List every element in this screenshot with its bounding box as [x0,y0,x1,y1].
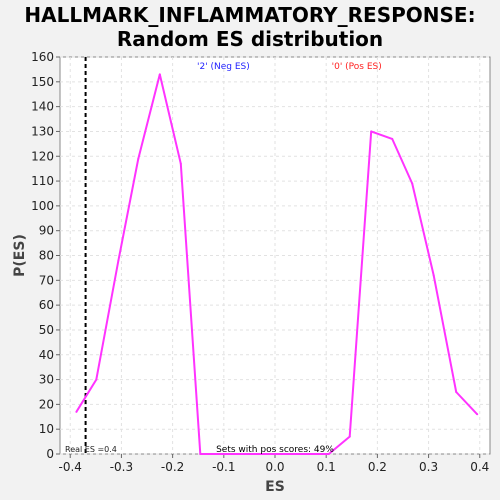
y-tick-label: 120 [31,149,54,163]
y-axis-label: P(ES) [12,234,28,277]
y-tick-label: 0 [46,447,54,461]
y-tick-label: 30 [39,373,54,387]
y-tick-label: 80 [39,249,54,263]
real-es-label: Real ES =0.4 [65,445,117,454]
x-tick-label: -0.3 [110,460,133,474]
y-tick-label: 160 [31,50,54,64]
series-point [117,259,120,262]
grid-lines [60,56,490,455]
chart-title-line-1: HALLMARK_INFLAMMATORY_RESPONSE: [24,3,475,27]
series-group [75,73,479,455]
y-tick-label: 20 [39,397,54,411]
series-point [455,390,458,393]
y-tick-label: 70 [39,273,54,287]
y-tick-label: 100 [31,199,54,213]
y-tick-label: 130 [31,124,54,138]
series-point [348,435,351,438]
series-point [411,182,414,185]
x-tick-label: -0.4 [59,460,82,474]
pos-scores-label: Sets with pos scores: 49% [216,445,334,455]
series-point [370,130,373,133]
neg-es-label: '2' (Neg ES) [197,62,250,72]
y-tick-label: 150 [31,75,54,89]
series-point [179,162,182,165]
chart-title-line-2: Random ES distribution [117,27,383,51]
y-tick-label: 50 [39,323,54,337]
x-tick-label: -0.1 [212,460,235,474]
series-point [432,274,435,277]
x-tick-label: 0.0 [265,460,284,474]
y-tick-label: 140 [31,100,54,114]
series-point [476,413,479,416]
y-tick-label: 10 [39,422,54,436]
series-point [95,378,98,381]
x-axis-ticks: -0.4 -0.3 -0.2 -0.1 0.0 0.1 0.2 0.3 0.4 [59,454,489,474]
series-point [158,73,161,76]
x-tick-label: -0.2 [161,460,184,474]
pos-es-label: '0' (Pos ES) [332,62,382,72]
series-point [199,453,202,455]
series-point [137,157,140,160]
y-tick-label: 110 [31,174,54,188]
x-tick-label: 0.4 [470,460,489,474]
x-tick-label: 0.1 [317,460,336,474]
x-axis-label: ES [265,479,285,495]
y-tick-label: 40 [39,348,54,362]
x-tick-label: 0.2 [368,460,387,474]
x-tick-label: 0.3 [419,460,438,474]
y-tick-label: 90 [39,224,54,238]
series-point [327,453,330,455]
series-point [75,410,78,413]
y-axis-ticks: 0 10 20 30 40 50 60 70 80 90 100 110 120 130 140 150 160 [31,50,60,461]
series-point [391,137,394,140]
y-tick-label: 60 [39,298,54,312]
